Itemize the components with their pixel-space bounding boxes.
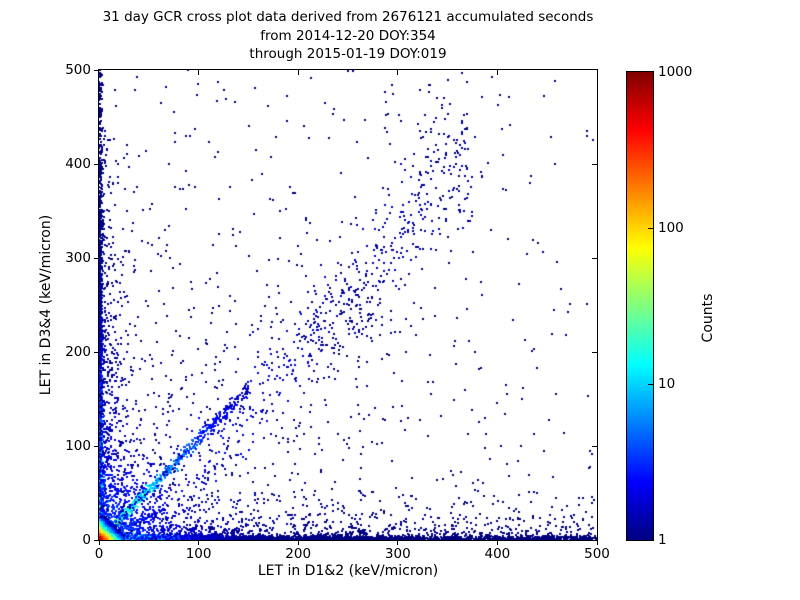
y-tick <box>94 445 99 447</box>
x-tick <box>98 540 100 545</box>
y-tick-label: 300 <box>65 250 91 266</box>
y-tick <box>94 163 99 165</box>
x-tick-label: 0 <box>94 546 104 562</box>
x-tick-top <box>397 70 399 75</box>
y-tick-right <box>592 257 597 259</box>
colorbar <box>626 71 654 541</box>
colorbar-tick-label: 100 <box>658 220 684 236</box>
chart-title-block: 31 day GCR cross plot data derived from … <box>98 8 598 64</box>
x-tick <box>198 540 200 545</box>
y-tick-right <box>592 163 597 165</box>
x-tick <box>496 540 498 545</box>
y-tick-label: 400 <box>65 156 91 172</box>
y-tick-label: 100 <box>65 438 91 454</box>
x-tick <box>297 540 299 545</box>
plot-area <box>98 69 598 541</box>
x-axis-label: LET in D1&2 (keV/micron) <box>257 563 439 579</box>
x-tick-label: 200 <box>285 546 312 562</box>
colorbar-tick-label: 1 <box>658 532 667 548</box>
x-tick <box>397 540 399 545</box>
colorbar-label: Counts <box>700 293 716 343</box>
y-tick-right <box>592 445 597 447</box>
colorbar-gradient <box>627 72 653 540</box>
y-axis-label: LET in D3&4 (keV/micron) <box>38 214 54 396</box>
y-tick-label: 500 <box>65 62 91 78</box>
x-tick-top <box>297 70 299 75</box>
y-tick <box>94 257 99 259</box>
y-tick-right <box>592 351 597 353</box>
y-tick-label: 200 <box>65 344 91 360</box>
y-tick <box>94 351 99 353</box>
colorbar-tick-label: 10 <box>658 376 676 392</box>
x-tick-label: 300 <box>384 546 411 562</box>
x-tick-label: 500 <box>584 546 610 562</box>
y-tick-label: 0 <box>82 532 91 548</box>
colorbar-tick-label: 1000 <box>658 64 693 80</box>
x-tick-label: 100 <box>185 546 212 562</box>
y-tick <box>94 539 99 541</box>
x-tick-top <box>198 70 200 75</box>
colorbar-tick <box>648 227 653 229</box>
y-tick <box>94 69 99 71</box>
x-tick-top <box>496 70 498 75</box>
chart-title: 31 day GCR cross plot data derived from … <box>102 9 594 25</box>
colorbar-tick <box>648 383 653 385</box>
x-tick <box>596 540 598 545</box>
chart-subtitle-through: through 2015-01-19 DOY:019 <box>249 46 447 62</box>
x-tick-label: 400 <box>484 546 511 562</box>
scatter-canvas <box>99 70 597 540</box>
chart-subtitle-from: from 2014-12-20 DOY:354 <box>260 27 436 44</box>
